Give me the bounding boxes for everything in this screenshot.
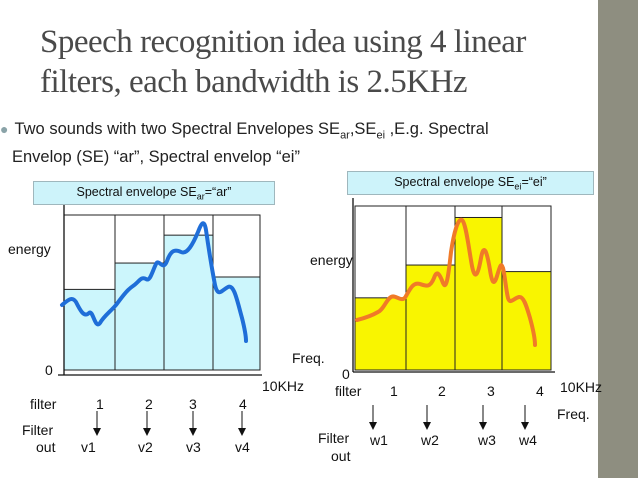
right-energy-label: energy [310,252,353,268]
left-output-v3: v3 [186,439,201,455]
right-filter-number-3: 3 [487,383,495,399]
right-filter-bar-4 [501,271,552,371]
bullet-text: ● Two sounds with two Spectral Envelopes … [0,118,590,168]
right-box-suffix: =“ei” [521,175,547,189]
left-output-v4: v4 [235,439,250,455]
left-output-v2: v2 [138,439,153,455]
right-filter-label: filter [335,383,362,399]
left-output-v1: v1 [81,439,96,455]
right-spectral-envelope-curve [355,217,537,347]
right-filter-panel [352,198,555,430]
left-filter-bars [63,234,261,371]
right-freq-bottom-label: Freq. [557,406,590,422]
right-output-w2: w2 [421,432,439,448]
right-xmax-label: 10KHz [560,379,603,395]
right-envelope-label: Spectral envelope SEei=“ei” [347,171,594,195]
slide-side-bar [598,0,638,478]
left-filter-number-1: 1 [96,396,104,412]
slide-title: Speech recognition idea using 4 linear f… [40,22,592,102]
bullet-sub-ei: ei [376,129,386,142]
bullet-dot-icon: ● [0,121,9,137]
right-filter-bar-3 [454,216,503,371]
right-output-w1: w1 [370,432,388,448]
title-line-1: Speech recognition idea using 4 linear [40,24,526,60]
right-filter-number-4: 4 [536,383,544,399]
right-box-prefix: Spectral envelope SE [394,175,515,189]
right-filter-out-label-line2: out [331,448,351,464]
left-spectral-envelope-curve [60,221,248,343]
left-energy-label: energy [8,241,51,257]
left-filter-number-2: 2 [145,396,153,412]
right-output-w4: w4 [519,432,537,448]
left-filter-number-4: 4 [239,396,247,412]
left-filter-bar-1 [63,288,116,371]
right-filter-out-label-line1: Filter [318,430,350,446]
bullet-line-2: Envelop (SE) “ar”, Spectral envelop “ei” [12,148,300,167]
left-filter-label: filter [30,396,57,412]
bullet-line-1: ● Two sounds with two Spectral Envelopes … [0,118,590,146]
bullet-sub-ar: ar [340,129,350,142]
left-xmax-label: 10KHz [262,378,305,394]
right-output-w3: w3 [478,432,496,448]
left-filter-number-3: 3 [189,396,197,412]
right-filter-number-1: 1 [390,383,398,399]
left-envelope-label: Spectral envelope SEar=“ar” [33,181,275,205]
left-filter-out-label-line1: Filter [22,422,54,438]
right-filter-number-2: 2 [438,383,446,399]
right-freq-top-label: Freq. [292,350,325,366]
right-panel-frame [354,205,552,371]
left-zero-label: 0 [45,362,53,378]
bullet-rest: ,E.g. Spectral [385,120,489,138]
left-filter-panel [58,205,262,436]
left-filter-out-label-line2: out [36,439,56,455]
left-box-suffix: =“ar” [204,185,232,199]
bullet-prefix: Two sounds with two Spectral Envelopes S… [14,120,341,138]
right-zero-label: 0 [342,366,350,382]
bullet-mid: ,SE [349,120,377,138]
left-box-prefix: Spectral envelope SE [76,185,197,199]
left-box-sub: ar [196,191,205,202]
title-line-2: filters, each bandwidth is 2.5KHz [40,64,468,100]
right-box-sub: ei [514,181,522,192]
